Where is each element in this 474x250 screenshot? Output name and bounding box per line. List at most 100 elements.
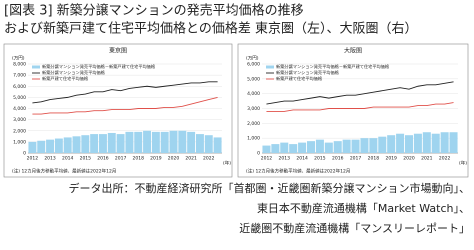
- y-tick-label: 4,000: [13, 106, 26, 112]
- y-unit: (万円): [246, 56, 259, 62]
- bar: [169, 130, 178, 153]
- bar: [213, 137, 222, 153]
- bar: [46, 139, 55, 153]
- x-tick-label: 2016: [332, 156, 344, 162]
- x-tick-label: 2012: [261, 156, 273, 162]
- title-line: および新築戸建て住宅平均価格との価格差 東京圏（左）、大阪圏（右）: [4, 21, 418, 37]
- bar: [351, 139, 360, 153]
- x-tick-label: 2021: [185, 156, 197, 162]
- y-tick-label: 1,000: [247, 136, 260, 142]
- x-tick-label: 2013: [279, 156, 291, 162]
- bar: [387, 135, 396, 153]
- bar: [324, 142, 333, 153]
- source-line: データ出所：不動産経済研究所「首都圏・近畿圏新築分譲マンション市場動向」、: [69, 181, 471, 195]
- y-tick-label: 6,000: [13, 84, 26, 90]
- legend-label: 新築分譲マンション発売平均価格: [276, 69, 340, 76]
- x-tick-label: 2015: [80, 156, 92, 162]
- x-tick-label: 2020: [403, 156, 415, 162]
- legend-label: 新築分譲マンション発売平均価格: [42, 69, 106, 76]
- bar: [289, 144, 298, 153]
- bar: [204, 135, 213, 153]
- bar: [116, 134, 125, 153]
- bar: [81, 135, 90, 153]
- y-unit: (万円): [12, 56, 25, 62]
- x-tick-label: 2017: [350, 156, 362, 162]
- y-tick-label: 5,000: [247, 76, 260, 82]
- y-tick-label: 0: [257, 151, 260, 157]
- bar: [90, 134, 99, 153]
- y-tick-label: 3,000: [247, 106, 260, 112]
- x-tick-label: 2022: [203, 156, 215, 162]
- bar: [280, 142, 289, 153]
- y-tick-label: 5,000: [13, 95, 26, 101]
- bar: [333, 141, 342, 153]
- line: [32, 81, 218, 104]
- bar: [404, 135, 414, 153]
- line: [266, 102, 454, 112]
- x-tick-label: 2014: [62, 156, 74, 162]
- bar: [378, 136, 387, 153]
- x-tick-label: 2019: [150, 156, 162, 162]
- bar: [107, 132, 116, 153]
- bar: [396, 133, 405, 153]
- bar: [125, 131, 134, 153]
- bar: [134, 131, 143, 153]
- legend-label: 新築分譲マンション発売平均価格－新築戸建て住宅平均価格: [42, 63, 156, 70]
- bar: [187, 131, 196, 153]
- x-tick-label: 2017: [115, 156, 127, 162]
- x-tick-label: 2020: [168, 156, 180, 162]
- source-line: 近畿圏不動産流通機構「マンスリーレポート」: [239, 221, 470, 235]
- bar: [440, 132, 449, 153]
- x-tick-label: 2021: [421, 156, 433, 162]
- x-tick-label: 2019: [385, 156, 397, 162]
- panel-frame: [237, 43, 469, 178]
- source-line: 東日本不動産流通機構「Market Watch」、: [257, 201, 470, 215]
- bar: [72, 136, 81, 153]
- x-unit: (年): [459, 160, 467, 167]
- bar: [306, 141, 316, 153]
- x-tick-label: 2013: [44, 156, 56, 162]
- x-tick-label: 2012: [27, 156, 39, 162]
- bar: [54, 138, 63, 153]
- y-tick-label: 6,000: [247, 62, 260, 68]
- y-tick-label: 1,000: [13, 139, 26, 145]
- bar: [449, 132, 458, 153]
- bar: [160, 131, 169, 153]
- bar: [422, 132, 431, 153]
- legend-swatch: [32, 65, 40, 69]
- y-tick-label: 3,000: [13, 117, 26, 123]
- title-line: [図表 3] 新築分譲マンションの発売平均価格の推移: [4, 3, 304, 19]
- bar: [28, 141, 37, 153]
- bar: [369, 138, 378, 153]
- panel-frame: [3, 43, 233, 178]
- legend-swatch: [266, 65, 274, 69]
- x-tick-label: 2014: [296, 156, 308, 162]
- bar: [360, 138, 369, 153]
- panel-title: 大阪圏: [344, 47, 362, 55]
- y-tick-label: 7,000: [13, 73, 26, 79]
- legend-label: 新築戸建て住宅平均価格: [42, 75, 89, 82]
- y-tick-label: 2,000: [247, 121, 260, 127]
- bar: [298, 142, 307, 153]
- bar: [195, 134, 204, 153]
- panel-title: 東京圏: [109, 47, 127, 55]
- note: (注) 12カ月後方移動平均値、最新値は2022年12月: [246, 168, 350, 175]
- x-tick-label: 2016: [97, 156, 109, 162]
- bar: [431, 133, 440, 153]
- line: [266, 81, 454, 105]
- note: (注) 12カ月後方移動平均値、最新値は2022年12月: [12, 168, 116, 175]
- bar: [63, 137, 72, 153]
- x-tick-label: 2018: [133, 156, 145, 162]
- x-tick-label: 2015: [314, 156, 326, 162]
- y-tick-label: 2,000: [13, 128, 26, 134]
- bar: [413, 133, 422, 153]
- y-tick-label: 4,000: [247, 91, 260, 97]
- x-tick-label: 2018: [368, 156, 380, 162]
- line: [32, 96, 218, 115]
- bar: [315, 139, 324, 153]
- bar: [143, 130, 152, 153]
- bar: [151, 131, 160, 153]
- bar: [271, 144, 280, 153]
